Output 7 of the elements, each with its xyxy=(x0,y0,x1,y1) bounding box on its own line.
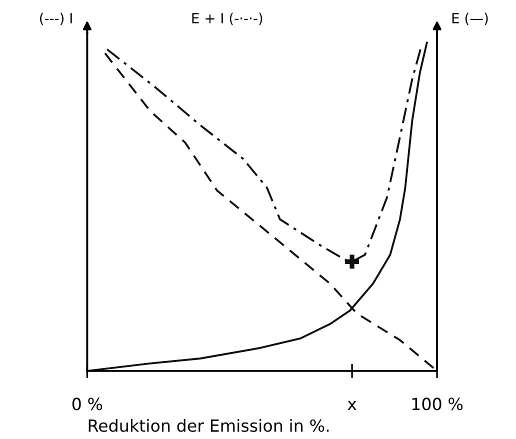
x-tick-label: x xyxy=(348,400,356,410)
x-tick-label: 100 % xyxy=(412,398,463,410)
y-axis-title: (---) I xyxy=(40,12,72,26)
x-axis-title: Reduktion der Emission in %. xyxy=(88,419,329,432)
x-tick-label: 0 % xyxy=(72,398,102,410)
y2-axis-title: E (—) xyxy=(452,12,488,26)
text: E + I (-·-·-) xyxy=(192,12,262,26)
